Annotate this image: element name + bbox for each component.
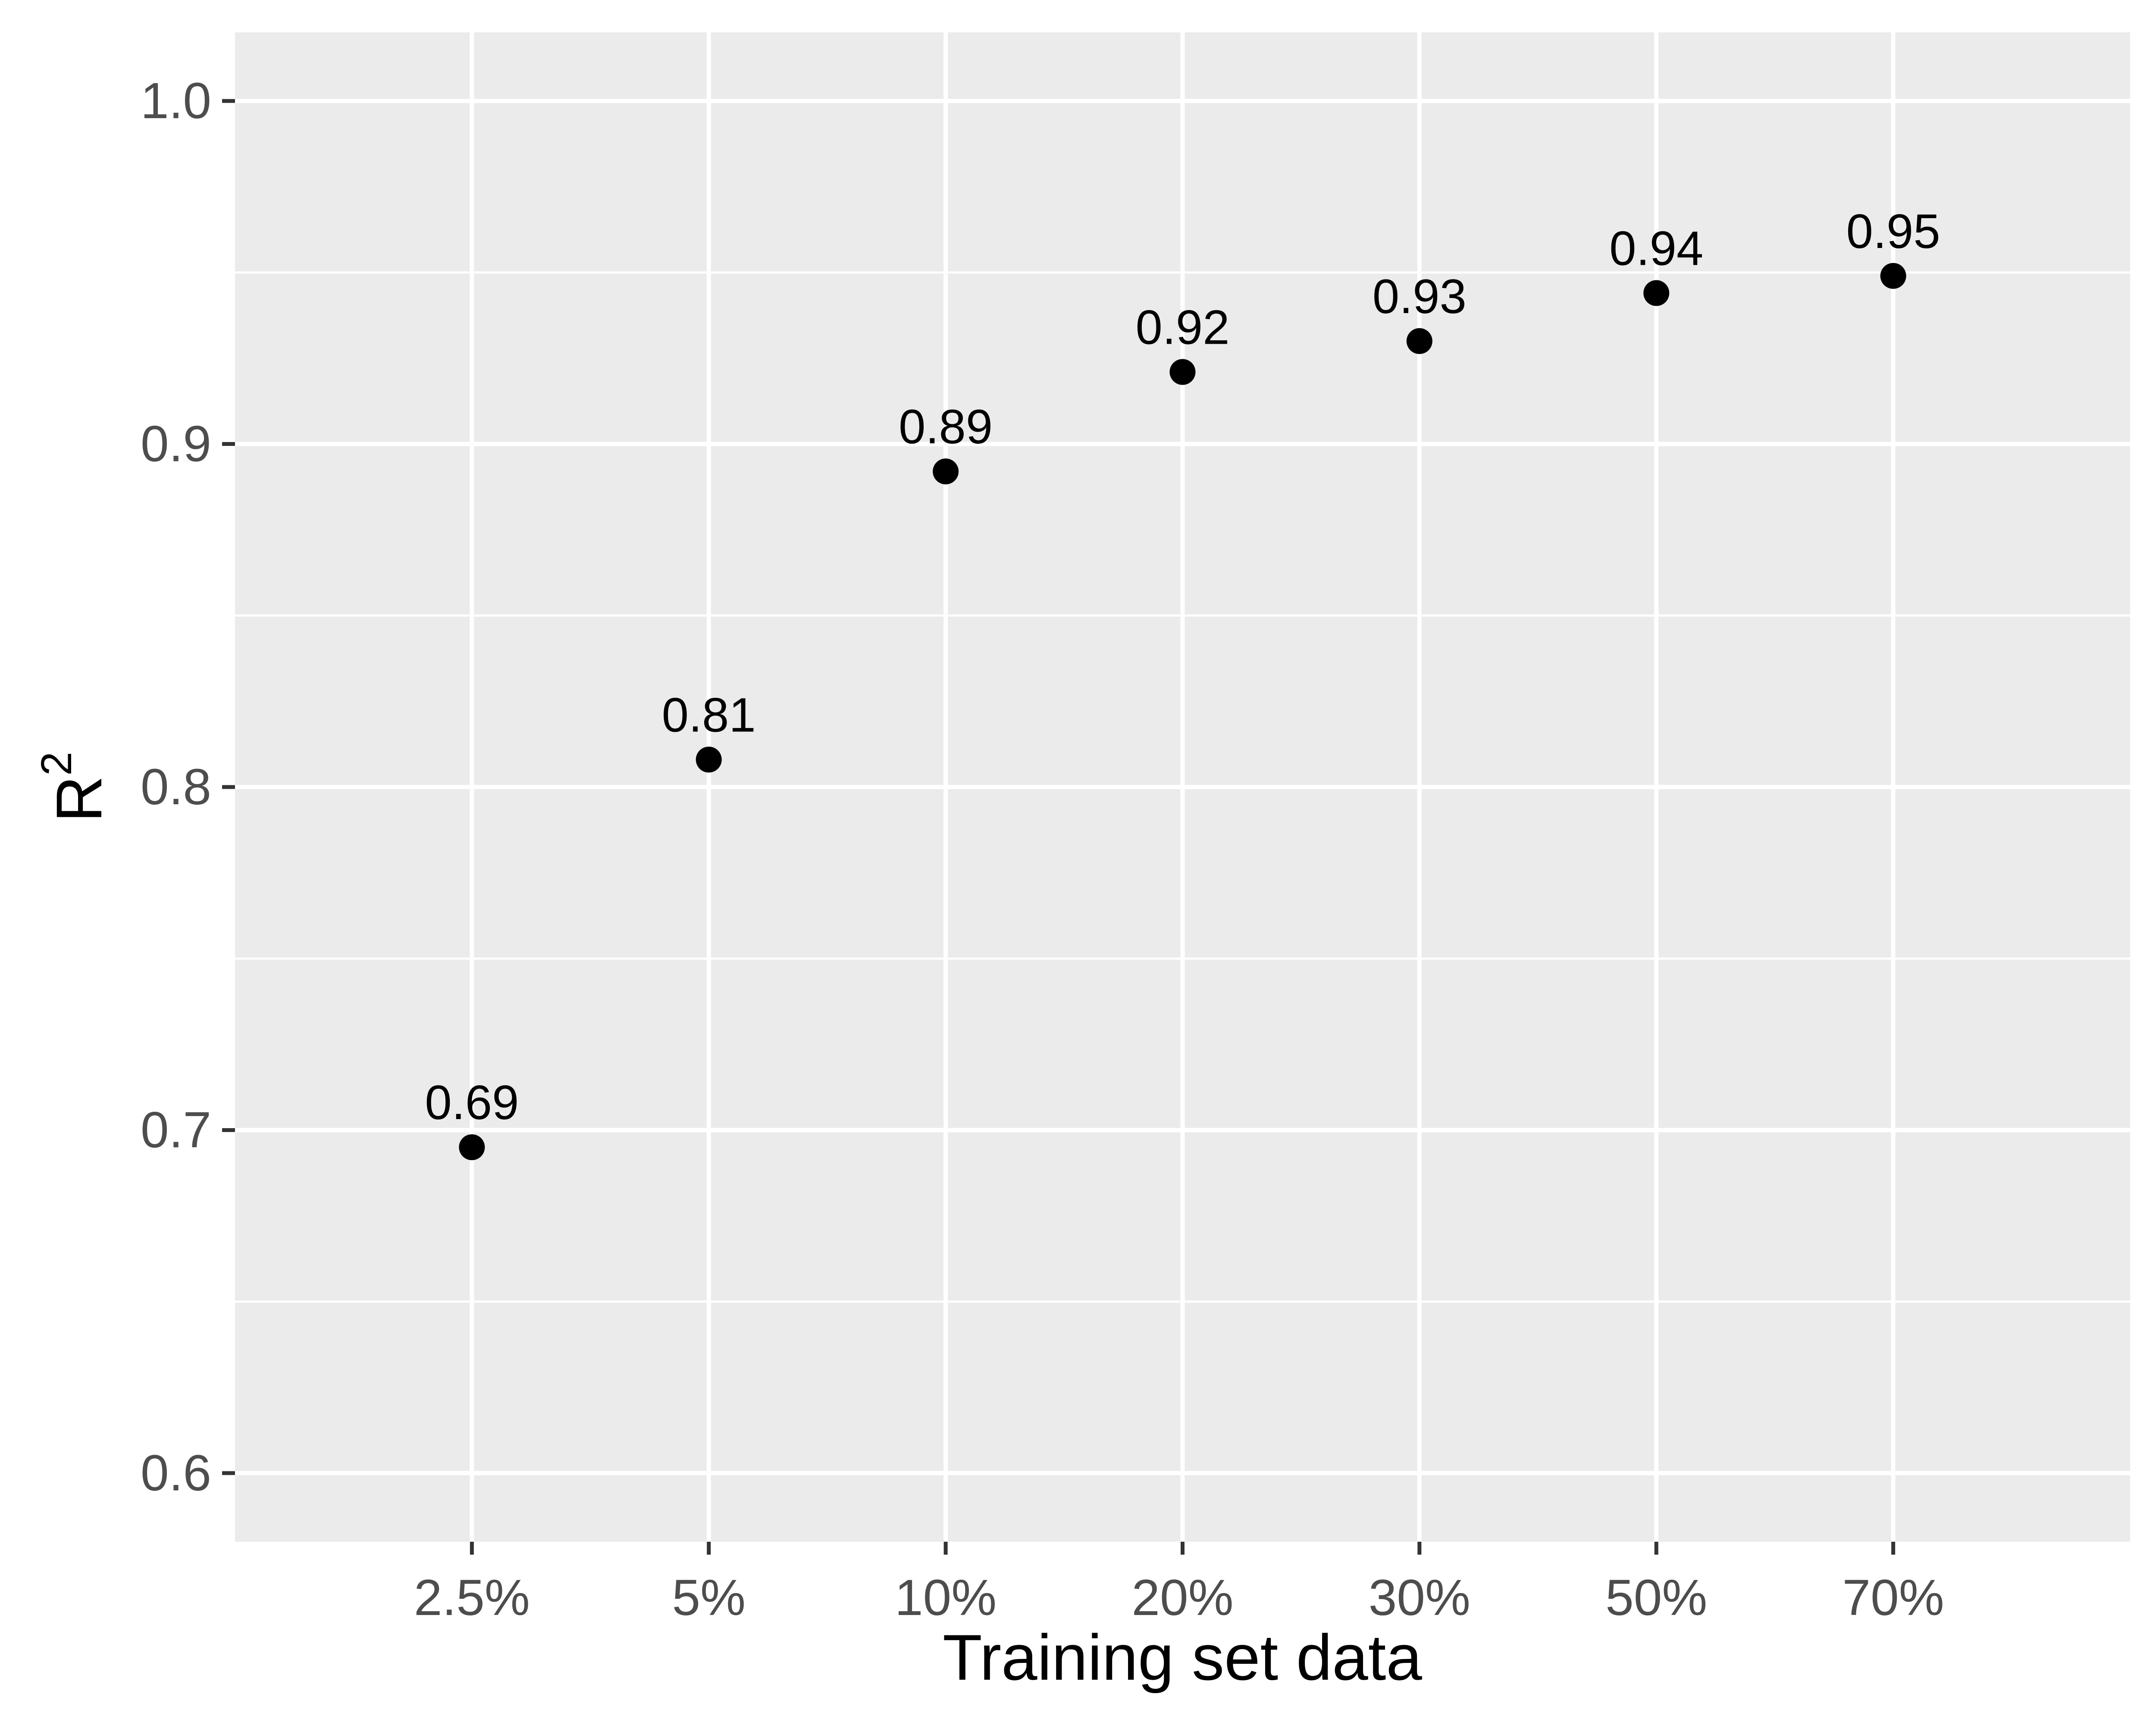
data-point xyxy=(933,458,959,485)
data-label: 0.93 xyxy=(1373,270,1467,323)
data-label: 0.95 xyxy=(1846,204,1940,258)
y-tick-label: 0.6 xyxy=(141,1445,211,1502)
x-tick-label: 50% xyxy=(1605,1569,1707,1626)
data-label: 0.94 xyxy=(1609,222,1703,276)
data-label: 0.69 xyxy=(425,1076,519,1129)
data-labels: 0.69 0.81 0.89 0.92 0.93 0.94 0.95 xyxy=(425,204,1940,1129)
y-axis-title-superscript: 2 xyxy=(32,752,81,776)
y-tick-label: 0.8 xyxy=(141,759,211,815)
data-point xyxy=(1643,280,1670,306)
data-point xyxy=(459,1134,485,1160)
x-tick-label: 30% xyxy=(1369,1569,1470,1626)
svg-text:R2: R2 xyxy=(32,752,115,822)
data-label: 0.92 xyxy=(1136,301,1230,354)
y-axis: 0.6 0.7 0.8 0.9 1.0 xyxy=(141,72,235,1502)
y-axis-title: R2 xyxy=(32,752,115,822)
y-tick-label: 1.0 xyxy=(141,72,211,129)
data-label: 0.89 xyxy=(899,400,993,454)
x-tick-label: 2.5% xyxy=(414,1569,530,1626)
x-tick-label: 20% xyxy=(1131,1569,1233,1626)
data-point xyxy=(696,746,722,773)
x-axis-title: Training set data xyxy=(943,1621,1422,1694)
data-point xyxy=(1880,263,1906,289)
x-tick-label: 10% xyxy=(895,1569,997,1626)
x-axis: 2.5% 5% 10% 20% 30% 50% 70% xyxy=(414,1542,1944,1626)
x-tick-label: 5% xyxy=(672,1569,746,1626)
data-points xyxy=(459,263,1906,1160)
x-tick-label: 70% xyxy=(1843,1569,1944,1626)
data-point xyxy=(1406,328,1432,354)
y-tick-label: 0.7 xyxy=(141,1101,211,1158)
data-label: 0.81 xyxy=(662,688,756,742)
data-point xyxy=(1169,359,1196,385)
y-tick-label: 0.9 xyxy=(141,416,211,473)
y-axis-title-base: R xyxy=(43,776,115,822)
